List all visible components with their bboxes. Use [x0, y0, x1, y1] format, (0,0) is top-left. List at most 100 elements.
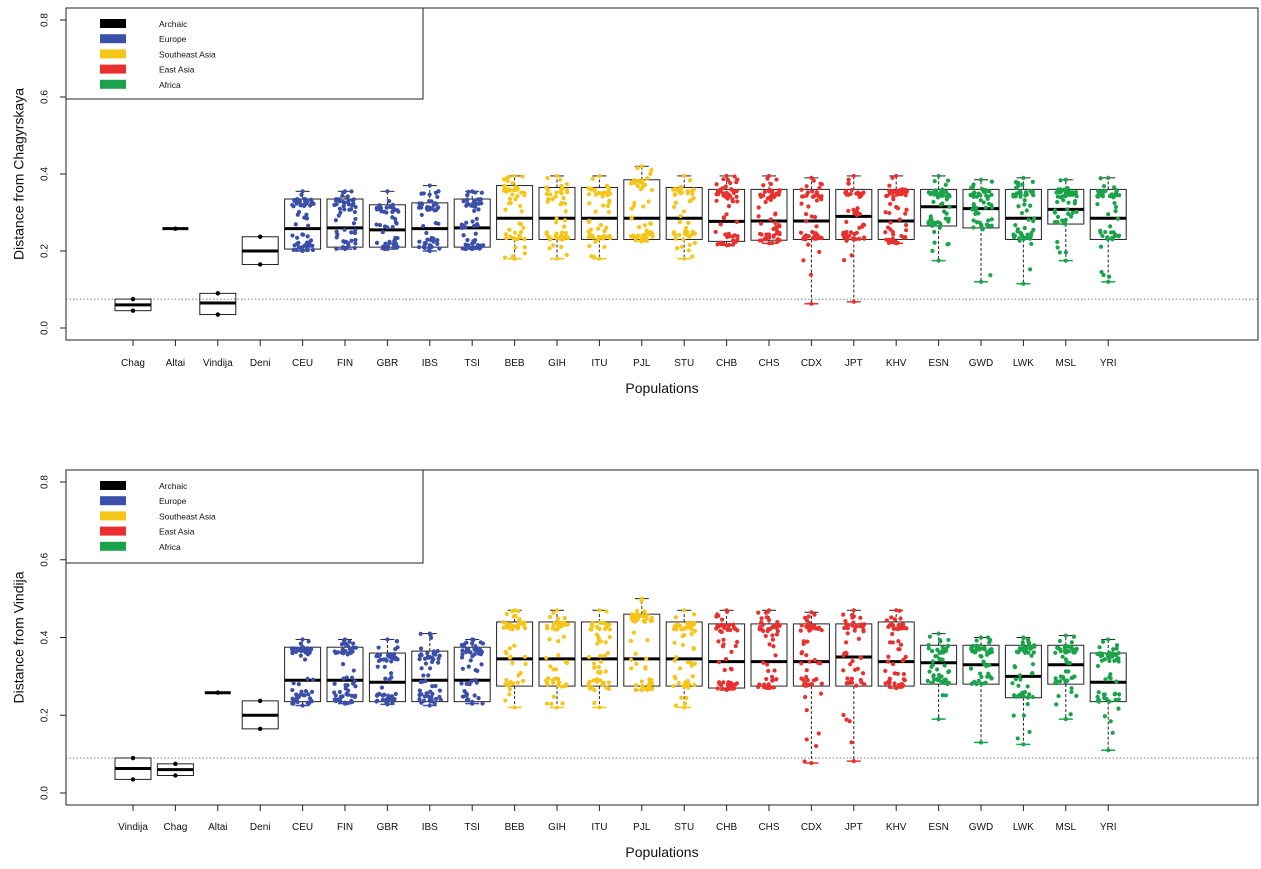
data-point: [972, 190, 977, 195]
data-point: [375, 698, 380, 703]
data-point: [771, 624, 776, 629]
data-point: [478, 640, 483, 645]
data-point: [689, 663, 694, 668]
data-point: [851, 237, 857, 242]
y-tick-label: 0.2: [40, 244, 51, 258]
data-point: [892, 681, 897, 686]
data-point: [554, 173, 560, 179]
data-point: [1026, 650, 1031, 655]
data-point: [302, 215, 307, 220]
data-point: [688, 178, 693, 183]
data-point: [461, 199, 466, 204]
data-point: [642, 619, 648, 624]
data-point: [730, 234, 735, 239]
data-point: [691, 187, 696, 192]
data-point: [339, 642, 345, 647]
data-point: [946, 219, 951, 224]
data-point: [1017, 646, 1022, 651]
data-point: [678, 184, 684, 190]
data-point: [419, 212, 424, 218]
data-point: [980, 646, 985, 651]
data-point: [851, 173, 856, 179]
data-point: [1066, 200, 1071, 205]
data-point: [1030, 662, 1036, 667]
data-point: [925, 678, 930, 683]
data-point: [422, 656, 428, 661]
data-point: [845, 622, 851, 627]
data-point: [690, 254, 695, 259]
data-point: [715, 686, 720, 691]
data-point: [305, 700, 310, 705]
data-point: [902, 678, 907, 683]
data-point: [512, 230, 517, 235]
data-point: [433, 652, 438, 657]
data-point: [1102, 695, 1107, 701]
data-point: [460, 652, 465, 657]
data-point: [629, 666, 634, 671]
data-point: [292, 243, 297, 248]
data-point: [523, 661, 528, 667]
data-point: [672, 658, 677, 663]
data-point: [715, 242, 720, 247]
data-point: [806, 204, 811, 209]
data-point: [302, 196, 308, 202]
data-point: [813, 743, 819, 749]
data-point: [898, 616, 903, 621]
data-point: [588, 627, 593, 632]
data-point: [805, 678, 810, 683]
data-point: [385, 225, 390, 230]
data-point: [295, 699, 300, 705]
data-point: [423, 661, 429, 666]
legend: Archaic Europe Southeast Asia East Asia Afri…: [65, 7, 424, 100]
data-point: [762, 189, 767, 195]
data-point: [387, 199, 392, 204]
data-point: [640, 684, 645, 689]
x-tick-label: JPT: [845, 358, 863, 369]
data-point: [632, 200, 637, 206]
data-point: [562, 615, 567, 621]
legend-label: Europe: [159, 496, 187, 506]
data-point: [301, 693, 306, 698]
data-point: [474, 216, 479, 221]
data-point: [799, 194, 805, 199]
data-point: [946, 669, 952, 674]
data-point: [981, 659, 986, 664]
data-point: [607, 627, 613, 632]
data-point: [809, 625, 814, 631]
data-point: [987, 189, 992, 194]
data-point: [721, 642, 726, 647]
data-point: [767, 642, 772, 647]
data-point: [513, 245, 518, 250]
data-point: [1029, 653, 1034, 658]
legend-label: East Asia: [159, 527, 195, 537]
data-point: [382, 664, 387, 669]
legend-label: Europe: [159, 34, 187, 44]
data-point: [734, 681, 739, 686]
x-tick-label: KHV: [886, 358, 907, 369]
data-point: [725, 177, 731, 183]
data-point: [1098, 176, 1103, 181]
x-tick-label: PJL: [633, 358, 651, 369]
data-point: [290, 646, 296, 651]
data-point: [842, 625, 847, 631]
data-point: [690, 674, 695, 679]
data-point: [851, 608, 856, 613]
data-point: [633, 687, 639, 692]
data-point: [889, 615, 894, 620]
data-point: [606, 686, 612, 692]
data-point: [725, 627, 730, 632]
data-point: [379, 685, 385, 690]
data-point: [544, 191, 550, 197]
data-point: [819, 235, 824, 241]
data-point: [1068, 712, 1073, 717]
data-point: [310, 247, 316, 253]
data-point: [586, 654, 591, 660]
data-point: [466, 243, 471, 248]
data-point: [556, 653, 561, 658]
data-point: [1106, 175, 1111, 180]
data-point: [888, 227, 893, 232]
data-point: [810, 194, 816, 199]
data-point: [1016, 683, 1021, 688]
data-point: [375, 653, 380, 658]
data-point: [351, 201, 356, 206]
